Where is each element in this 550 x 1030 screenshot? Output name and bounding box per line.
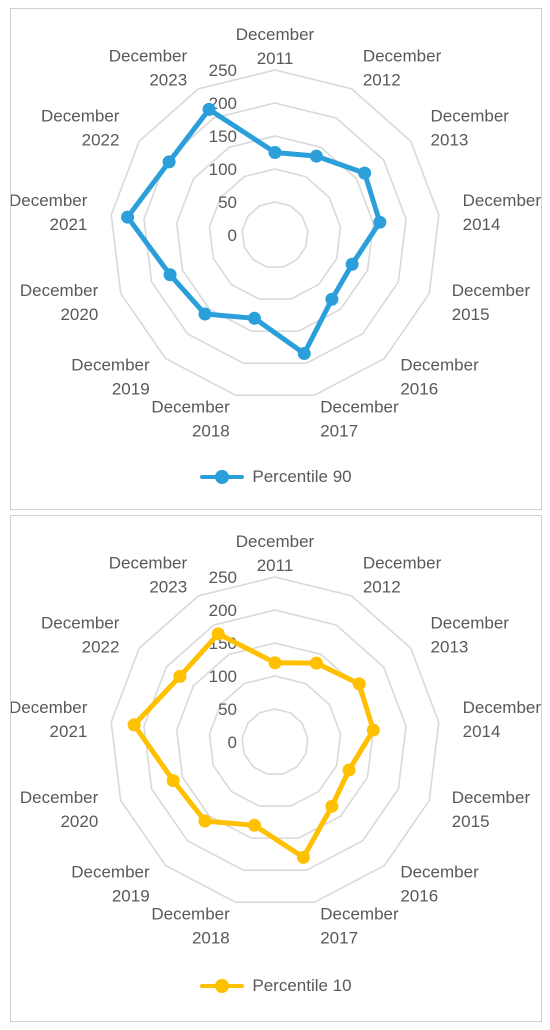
category-label: December 2022 (41, 614, 120, 657)
category-label: December 2016 (400, 862, 479, 905)
data-point (202, 102, 216, 116)
axis-tick-label: 150 (209, 127, 237, 146)
category-label: December 2021 (11, 698, 88, 741)
axis-tick-label: 250 (209, 568, 237, 587)
data-point (166, 774, 180, 788)
data-point (352, 677, 366, 691)
data-point (358, 166, 372, 180)
axis-tick-label: 200 (209, 94, 237, 113)
category-label: December 2017 (320, 398, 399, 441)
category-label: December 2022 (41, 107, 120, 150)
data-point (309, 656, 323, 670)
category-label: December 2023 (109, 47, 188, 90)
data-point (162, 155, 176, 169)
axis-tick-label: 200 (209, 601, 237, 620)
data-point (247, 311, 261, 325)
data-point (309, 149, 323, 163)
category-label: December 2012 (363, 47, 442, 90)
category-label: December 2013 (431, 614, 510, 657)
category-label: December 2015 (452, 281, 531, 324)
legend-series-line-2 (200, 979, 245, 993)
data-point (373, 215, 387, 229)
legend-1: Percentile 90 (11, 467, 541, 487)
axis-tick-label: 100 (209, 667, 237, 686)
data-point (211, 627, 225, 641)
data-point (325, 799, 339, 813)
data-point (163, 268, 177, 282)
axis-tick-label: 250 (209, 61, 237, 80)
category-label: December 2020 (20, 788, 99, 831)
axis-tick-label: 100 (209, 160, 237, 179)
legend-marker-icon-1 (215, 470, 230, 484)
category-label: December 2019 (71, 862, 150, 905)
category-label: December 2017 (320, 905, 399, 948)
data-point (173, 669, 187, 683)
category-label: December 2014 (463, 191, 542, 234)
legend-label-2: Percentile 10 (252, 976, 352, 995)
category-label: December 2011 (236, 25, 315, 68)
axis-tick-label: 0 (228, 733, 237, 752)
category-label: December 2011 (236, 532, 315, 575)
category-label: December 2018 (151, 905, 230, 948)
category-label: December 2021 (11, 191, 88, 234)
data-point (127, 718, 141, 732)
category-label: December 2019 (71, 355, 150, 398)
category-label: December 2015 (452, 788, 531, 831)
grid-ring (208, 168, 342, 300)
series-line (125, 106, 383, 357)
data-point (345, 257, 359, 271)
data-point (268, 146, 282, 159)
radar-chart-panel-2: 0 50 100 150 200 250 December 2011 December 2012 D… (10, 515, 542, 1022)
grid-ring (241, 201, 309, 268)
axis-tick-label: 50 (218, 700, 237, 719)
grid-ring (241, 708, 309, 775)
data-point (247, 818, 261, 832)
grid-ring (110, 69, 440, 397)
axis-tick-label: 0 (228, 226, 237, 245)
legend-2: Percentile 10 (11, 976, 541, 996)
data-point (297, 347, 311, 361)
category-label: December 2014 (463, 698, 542, 741)
grid-ring (175, 642, 375, 839)
category-label: December 2016 (400, 355, 479, 398)
grid-ring (208, 675, 342, 807)
data-point (342, 763, 356, 777)
legend-label-1: Percentile 90 (252, 467, 352, 486)
data-point (325, 292, 339, 306)
data-point (296, 850, 310, 864)
category-label: December 2012 (363, 554, 442, 597)
data-point (121, 210, 135, 224)
data-point (366, 723, 380, 737)
grid-ring (110, 576, 440, 904)
data-point (198, 307, 212, 321)
series-line (131, 631, 376, 860)
legend-series-line-1 (200, 470, 245, 484)
data-point (268, 656, 282, 670)
data-point (198, 814, 212, 828)
axis-tick-label: 50 (218, 193, 237, 212)
grid-ring (143, 609, 407, 871)
category-label: December 2020 (20, 281, 99, 324)
radar-chart-panel-1: 0 50 100 150 200 250 December 2011 December 2012 D… (10, 8, 542, 510)
category-label: December 2013 (431, 107, 510, 150)
category-label: December 2018 (151, 398, 230, 441)
legend-marker-icon-2 (215, 979, 230, 993)
category-label: December 2023 (109, 554, 188, 597)
